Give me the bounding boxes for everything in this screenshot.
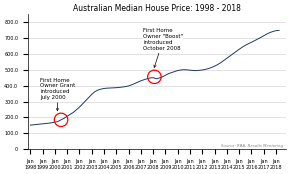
- Text: Source: RBA, Results Mentoring: Source: RBA, Results Mentoring: [221, 144, 283, 148]
- Text: First Home
Owner "Boost"
introduced
October 2008: First Home Owner "Boost" introduced Octo…: [143, 28, 183, 67]
- Title: Australian Median House Price: 1998 - 2018: Australian Median House Price: 1998 - 20…: [73, 4, 241, 13]
- Text: First Home
Owner Grant
introduced
July 2000: First Home Owner Grant introduced July 2…: [40, 78, 75, 111]
